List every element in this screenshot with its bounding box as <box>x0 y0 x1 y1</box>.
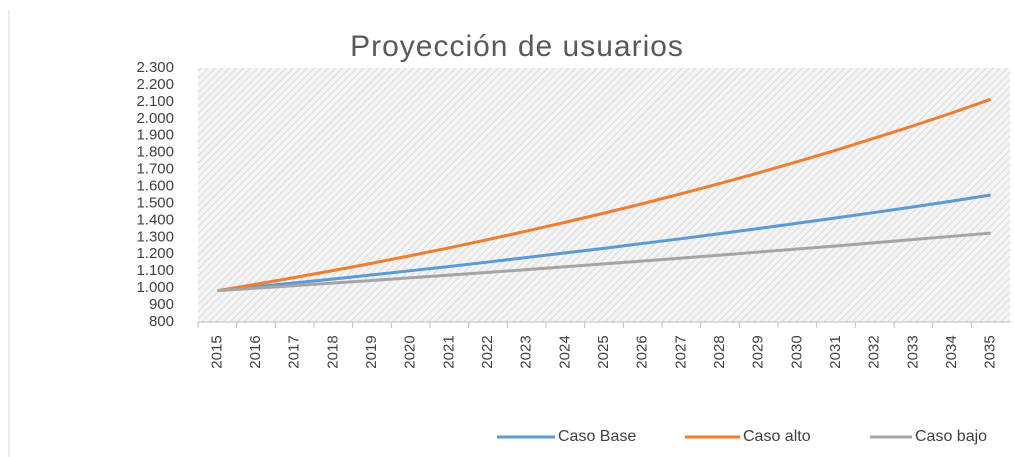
series-line <box>217 97 992 293</box>
x-tick-label: 2021 <box>440 335 457 368</box>
x-tick-label: 2026 <box>634 335 651 368</box>
y-tick-label: 1.500 <box>136 194 174 211</box>
x-tick-label: 2035 <box>982 335 999 368</box>
y-tick-label: 1.000 <box>136 279 174 296</box>
y-tick-label: 800 <box>149 313 174 330</box>
x-tick-label: 2030 <box>788 335 805 368</box>
y-tick-label: 1.400 <box>136 211 174 228</box>
y-tick-label: 2.200 <box>136 76 174 93</box>
legend-label: Caso Base <box>558 428 636 445</box>
y-tick-label: 2.100 <box>136 93 174 110</box>
series-line <box>217 231 991 293</box>
legend-label: Caso bajo <box>915 428 987 445</box>
y-tick-label: 1.600 <box>136 178 174 195</box>
x-tick-label: 2025 <box>595 335 612 368</box>
x-tick-label: 2019 <box>363 335 380 368</box>
x-tick-label: 2023 <box>518 335 535 368</box>
x-tick-label: 2017 <box>286 335 303 368</box>
x-tick-label: 2028 <box>711 335 728 368</box>
y-tick-label: 2.300 <box>136 59 174 76</box>
x-tick-label: 2034 <box>943 335 960 368</box>
x-tick-label: 2015 <box>208 335 225 368</box>
y-tick-label: 1.200 <box>136 245 174 262</box>
x-tick-label: 2032 <box>866 335 883 368</box>
y-tick-label: 1.100 <box>136 262 174 279</box>
y-tick-label: 1.300 <box>136 228 174 245</box>
x-tick-label: 2031 <box>827 335 844 368</box>
x-tick-label: 2016 <box>247 335 264 368</box>
x-tick-label: 2020 <box>402 335 419 368</box>
legend-label: Caso alto <box>743 428 811 445</box>
chart-title: Proyección de usuarios <box>350 30 684 63</box>
y-tick-label: 1.800 <box>136 144 174 161</box>
y-tick-label: 1.900 <box>136 127 174 144</box>
x-tick-label: 2024 <box>556 335 573 368</box>
x-tick-label: 2029 <box>750 335 767 368</box>
x-tick-label: 2033 <box>904 335 921 368</box>
y-tick-label: 1.700 <box>136 161 174 178</box>
x-tick-label: 2022 <box>479 335 496 368</box>
y-tick-label: 900 <box>149 296 174 313</box>
series-line <box>217 193 991 293</box>
x-tick-label: 2018 <box>324 335 341 368</box>
y-tick-label: 2.000 <box>136 110 174 127</box>
x-tick-label: 2027 <box>672 335 689 368</box>
